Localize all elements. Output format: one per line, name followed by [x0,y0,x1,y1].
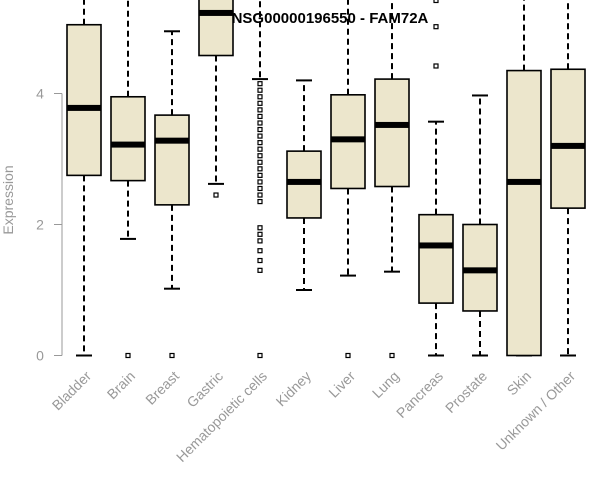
median-line [419,242,453,249]
outlier-point [213,192,219,198]
y-axis-label: Expression [0,165,16,234]
box-group-7 [374,0,410,359]
outlier-point [433,0,439,4]
outlier-point [257,133,263,139]
x-category-label: Bladder [49,368,95,414]
median-line [67,104,101,111]
outlier-point [257,81,263,87]
outlier-point [257,185,263,192]
x-category-label: Liver [325,368,358,401]
box-group-10 [506,0,542,357]
box-series [66,0,586,359]
outlier-point [125,352,131,359]
outlier-point [345,352,351,359]
box-iqr [110,95,146,182]
box-group-3 [198,0,234,198]
outlier-point [433,63,439,69]
box-iqr [506,69,542,357]
outlier-point [257,113,263,120]
x-category-label: Gastric [183,368,226,411]
outlier-point [257,179,263,185]
y-tick-label: 0 [36,348,44,364]
box-group-4 [252,0,268,359]
outlier-point [433,24,439,30]
x-category-label: Skin [504,368,535,399]
x-category-label: Lung [369,368,402,401]
y-tick-label: 4 [36,86,44,102]
median-line [111,141,145,148]
outlier-point [257,198,263,205]
median-line [331,136,365,143]
box-group-1 [110,0,146,359]
box-group-5 [286,79,322,291]
outlier-point [257,100,263,106]
box-iqr [418,213,454,304]
outlier-point [257,192,263,198]
outlier-point [257,248,263,254]
box-iqr [66,23,102,177]
x-category-label: Pancreas [393,368,446,421]
box-group-2 [154,30,190,359]
y-tick-label: 2 [36,217,44,233]
outlier-point [257,238,263,244]
x-category-label: Kidney [273,368,315,410]
outlier-point [257,87,263,93]
outlier-point [257,231,263,237]
outlier-point [257,126,263,133]
outlier-point [257,140,263,146]
x-category-label: Brain [104,368,138,402]
median-line [287,178,321,185]
outlier-point [389,352,395,359]
outlier-point [257,225,263,231]
x-category-label: Prostate [442,368,490,416]
box-group-11 [550,0,586,357]
box-iqr [154,114,190,206]
outlier-point [257,120,263,126]
outlier-point [257,159,263,165]
outlier-point [257,267,263,273]
box-group-6 [330,0,366,359]
outlier-point [257,94,263,100]
x-category-label: Breast [142,368,182,408]
x-category-label: Unknown / Other [493,368,579,454]
box-group-9 [462,94,498,357]
box-iqr [198,0,234,57]
outlier-point [257,172,263,178]
median-line [199,9,233,16]
box-iqr [550,68,586,209]
box-iqr [374,78,410,188]
median-line [463,267,497,274]
median-line [155,137,189,144]
outlier-point [257,107,263,113]
outlier-point [257,352,263,359]
box-group-0 [66,0,102,357]
median-line [375,121,409,128]
chart-title: ENSG00000196550 - FAM72A [222,10,429,27]
outlier-point [257,257,263,264]
y-axis-ticks: 02468 [36,86,62,364]
median-line [551,142,585,149]
outlier-point [257,166,263,172]
median-line [507,178,541,185]
outlier-point [169,352,175,359]
outlier-point [257,146,263,152]
outlier-point [257,153,263,159]
box-group-8 [418,0,454,357]
